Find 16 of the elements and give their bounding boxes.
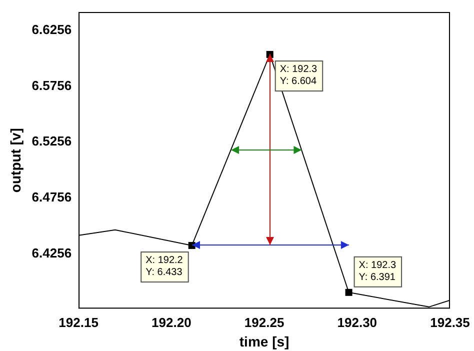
y-axis-title: output [v] [7, 128, 24, 193]
x-tick-label: 192.20 [152, 314, 192, 330]
y-tick-label: 6.4256 [32, 245, 72, 260]
annotation: X: 192.3 Y: 6.604 [280, 64, 318, 88]
point [345, 288, 352, 296]
x-tick-label: 192.30 [337, 314, 378, 330]
y-tick-label: 6.5756 [32, 78, 72, 93]
x-tick-label: 192.15 [58, 314, 98, 330]
x-axis-title: time [s] [239, 333, 290, 350]
annotation: X: 192.3 Y: 6.391 [358, 260, 396, 284]
y-tick-label: 6.6256 [32, 22, 72, 37]
annotation: X: 192.2 Y: 6.433 [146, 255, 184, 278]
x-tick-label: 192.25 [244, 314, 284, 330]
x-tick-label: 192.35 [430, 314, 470, 330]
y-tick-label: 6.4756 [32, 189, 72, 204]
y-tick-label: 6.5256 [32, 134, 72, 149]
